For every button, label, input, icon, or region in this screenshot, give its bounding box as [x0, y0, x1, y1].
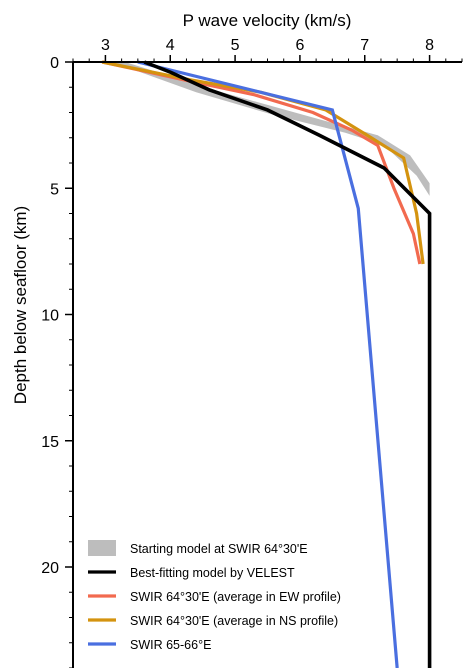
- y-tick-label-15: 15: [41, 434, 59, 451]
- starting-model-band-layer: [111, 62, 430, 201]
- series-line-2: [101, 60, 422, 265]
- series-line-4: [137, 60, 399, 668]
- legend-label-4: SWIR 64°30'E (average in NS profile): [130, 614, 338, 628]
- x-tick-label-3: 3: [101, 37, 110, 54]
- y-tick-label-10: 10: [41, 308, 59, 325]
- legend-swatch-band: [88, 540, 116, 556]
- legend-label-1: Starting model at SWIR 64°30'E: [130, 542, 308, 556]
- legend: Starting model at SWIR 64°30'E Best-fitti…: [88, 540, 341, 652]
- x-tick-label-7: 7: [360, 37, 369, 54]
- series-line-3: [101, 60, 425, 265]
- series-line-1: [143, 60, 432, 668]
- legend-label-3: SWIR 64°30'E (average in EW profile): [130, 590, 341, 604]
- x-tick-label-8: 8: [425, 37, 434, 54]
- y-tick-label-0: 0: [50, 55, 59, 72]
- y-tick-label-5: 5: [50, 181, 59, 198]
- y-tick-label-20: 20: [41, 560, 59, 577]
- y-axis-title: Depth below seafloor (km): [11, 206, 30, 404]
- x-tick-label-5: 5: [231, 37, 240, 54]
- axes: 3 4 5 6 7 8 0 5 10 15 20: [41, 37, 463, 668]
- series-lines-layer: [101, 60, 432, 668]
- starting-model-band: [111, 62, 430, 201]
- x-tick-label-4: 4: [166, 37, 175, 54]
- x-axis-title: P wave velocity (km/s): [183, 11, 352, 30]
- x-tick-label-6: 6: [295, 37, 304, 54]
- legend-label-2: Best-fitting model by VELEST: [130, 566, 295, 580]
- legend-label-5: SWIR 65-66°E: [130, 638, 211, 652]
